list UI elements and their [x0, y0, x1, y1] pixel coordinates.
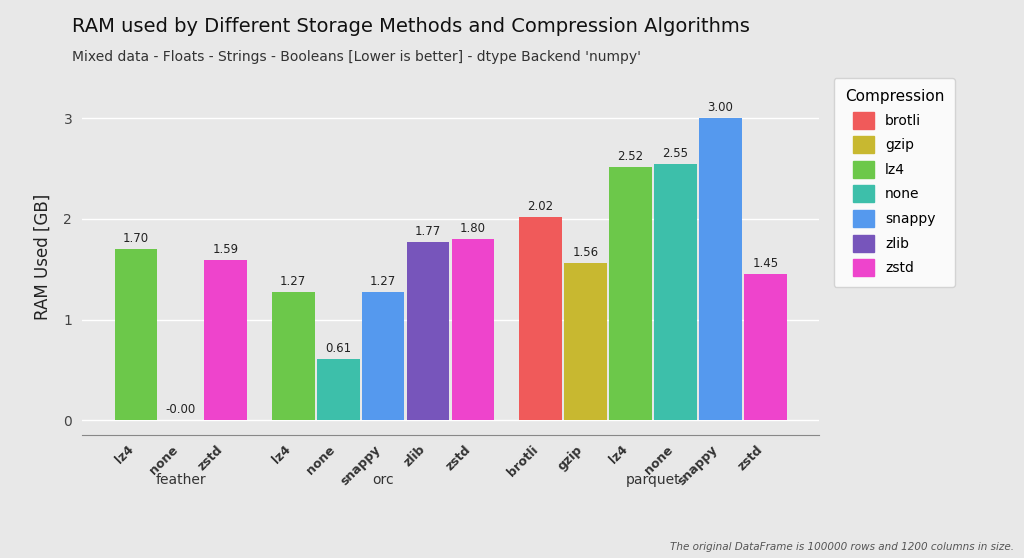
- Text: 1.56: 1.56: [572, 246, 598, 259]
- Bar: [361, 292, 404, 420]
- Bar: [205, 260, 247, 420]
- Text: 1.80: 1.80: [460, 222, 486, 235]
- Text: parquet: parquet: [626, 474, 680, 488]
- Text: 1.45: 1.45: [753, 257, 778, 270]
- Text: 2.52: 2.52: [617, 150, 643, 162]
- Bar: [519, 217, 562, 420]
- Text: 3.00: 3.00: [708, 102, 733, 114]
- Y-axis label: RAM Used [GB]: RAM Used [GB]: [34, 194, 52, 320]
- Text: feather: feather: [156, 474, 206, 488]
- Text: 2.02: 2.02: [527, 200, 554, 213]
- Text: -0.00: -0.00: [166, 403, 196, 416]
- Bar: [452, 239, 495, 420]
- Text: 1.27: 1.27: [281, 275, 306, 288]
- Text: RAM used by Different Storage Methods and Compression Algorithms: RAM used by Different Storage Methods an…: [72, 17, 750, 36]
- Bar: [271, 292, 314, 420]
- Bar: [743, 275, 786, 420]
- Text: orc: orc: [373, 474, 394, 488]
- Bar: [115, 249, 158, 420]
- Bar: [699, 118, 741, 420]
- Text: 1.27: 1.27: [370, 275, 396, 288]
- Bar: [654, 163, 696, 420]
- Text: 1.70: 1.70: [123, 232, 148, 245]
- Text: 0.61: 0.61: [325, 341, 351, 355]
- Legend: brotli, gzip, lz4, none, snappy, zlib, zstd: brotli, gzip, lz4, none, snappy, zlib, z…: [834, 78, 955, 287]
- Bar: [407, 242, 450, 420]
- Bar: [609, 167, 651, 420]
- Text: Mixed data - Floats - Strings - Booleans [Lower is better] - dtype Backend 'nump: Mixed data - Floats - Strings - Booleans…: [72, 50, 641, 64]
- Text: 1.59: 1.59: [213, 243, 239, 256]
- Text: 2.55: 2.55: [663, 147, 688, 160]
- Bar: [564, 263, 607, 420]
- Text: The original DataFrame is 100000 rows and 1200 columns in size.: The original DataFrame is 100000 rows an…: [670, 542, 1014, 552]
- Bar: [316, 359, 359, 420]
- Text: 1.77: 1.77: [415, 225, 441, 238]
